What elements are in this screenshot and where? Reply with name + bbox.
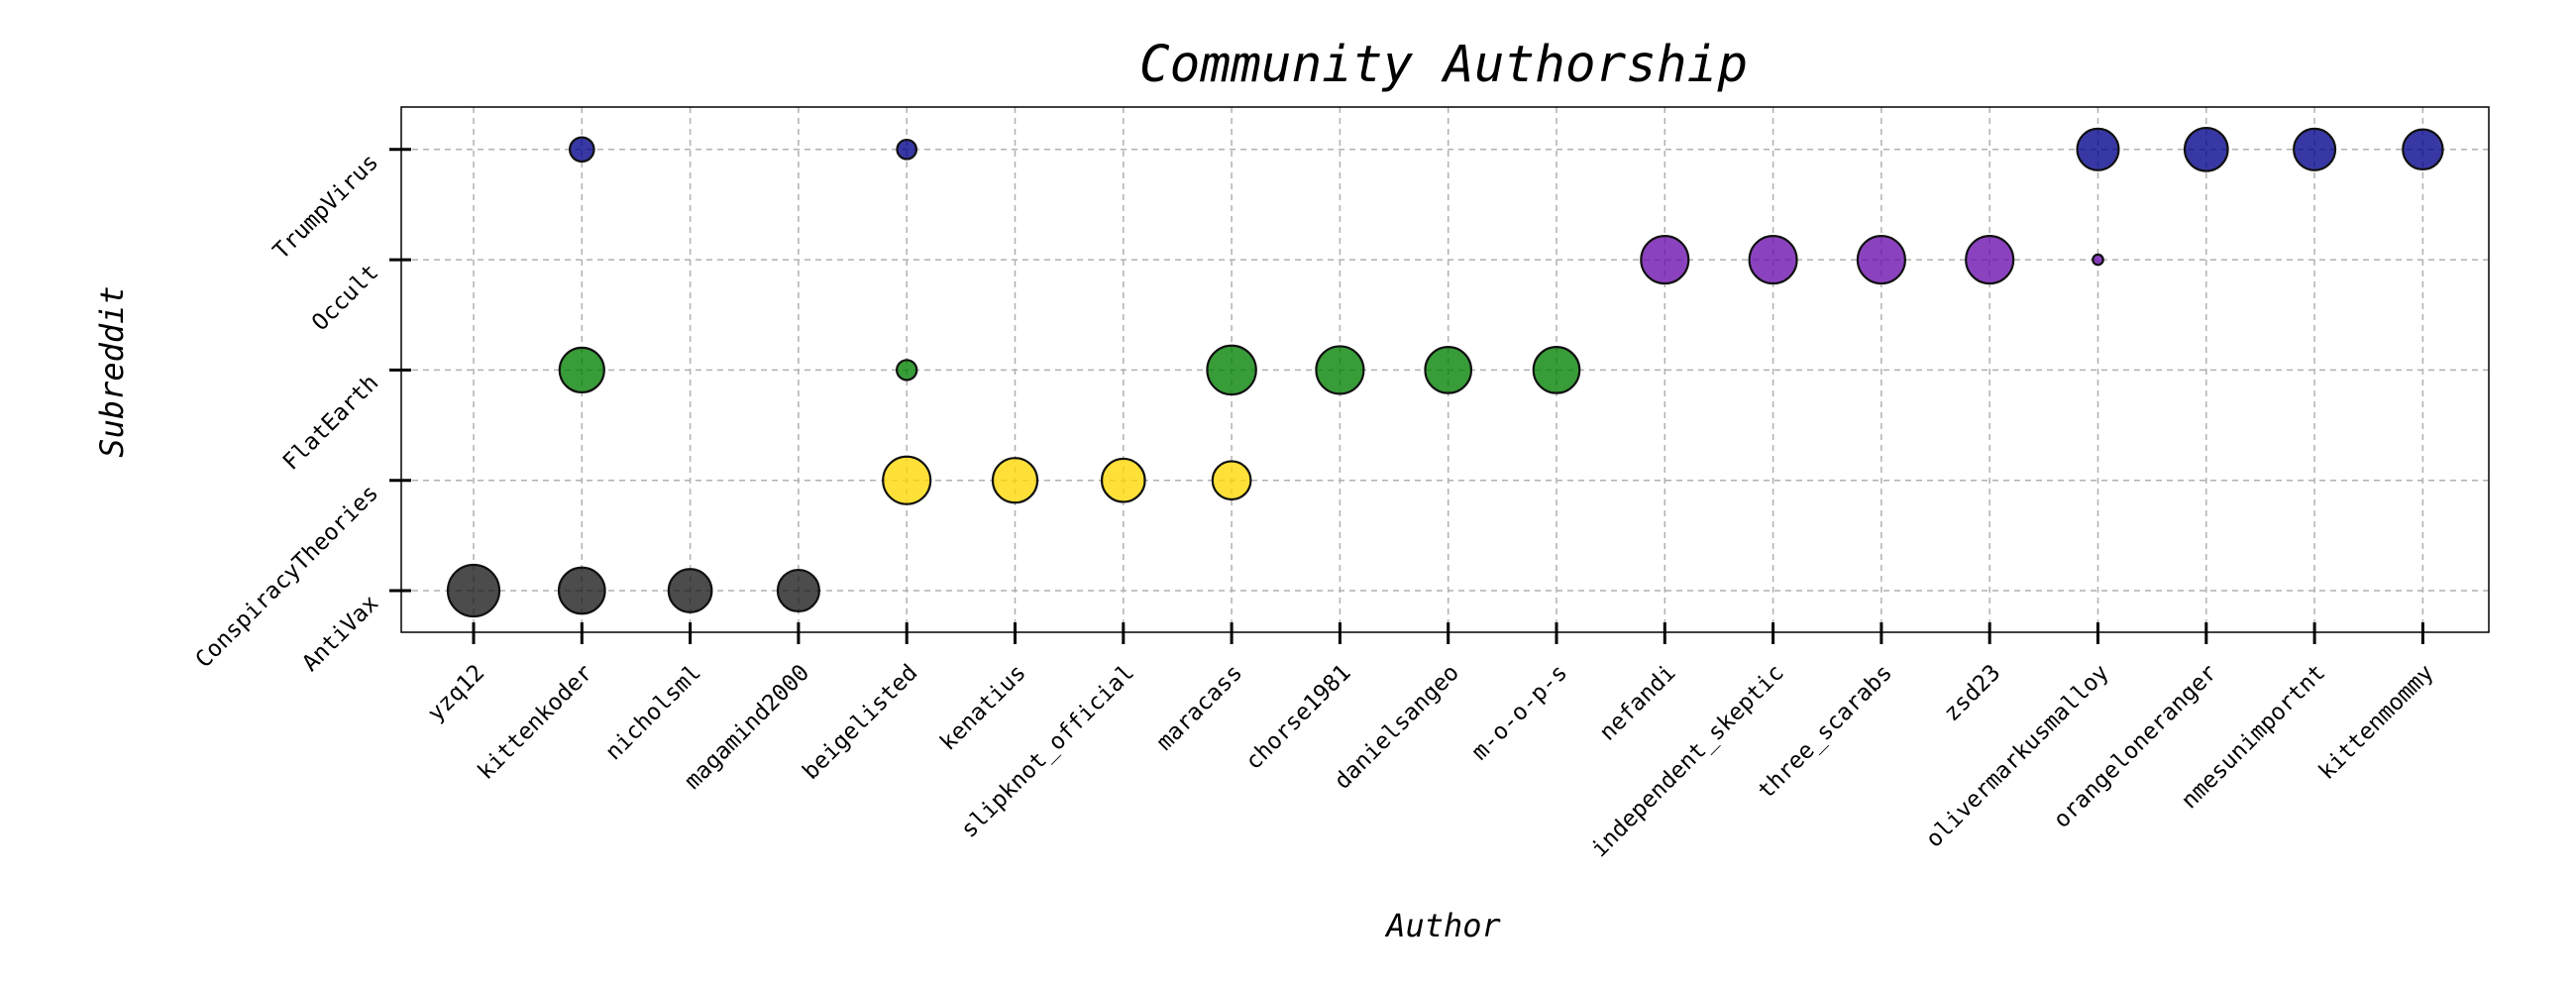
bubble-point [1206, 344, 1257, 396]
bubble-point [1640, 235, 1690, 285]
bubble-point [2293, 127, 2337, 171]
bubble-point [1856, 235, 1906, 285]
bubble-point [2076, 127, 2120, 171]
bubble-point [1532, 346, 1581, 394]
bubble-point [991, 457, 1039, 504]
bubble-point [557, 566, 606, 615]
bubble-point [2092, 253, 2104, 267]
bubble-point [2402, 128, 2444, 171]
bubble-point [558, 346, 605, 394]
bubble-point [568, 136, 595, 164]
x-axis-label: Author [1384, 907, 1501, 944]
bubble-point [446, 563, 501, 618]
axis-ticks [389, 148, 2424, 644]
bubble-point [1315, 345, 1365, 395]
bubble-point [1965, 235, 2015, 285]
bubble-point [1211, 460, 1252, 501]
bubble-point [1424, 346, 1473, 394]
bubble-point [896, 138, 918, 161]
bubble-point [776, 568, 820, 613]
bubble-point [1748, 235, 1798, 285]
bubble-point [882, 455, 932, 505]
y-axis-label: Subreddit [93, 285, 131, 457]
chart-title: Community Authorship [1139, 36, 1748, 94]
bubble-point [2183, 126, 2229, 172]
bubble-point [667, 568, 713, 613]
bubble-point [896, 359, 918, 382]
bubble-point [1100, 457, 1146, 503]
data-points [446, 126, 2444, 618]
